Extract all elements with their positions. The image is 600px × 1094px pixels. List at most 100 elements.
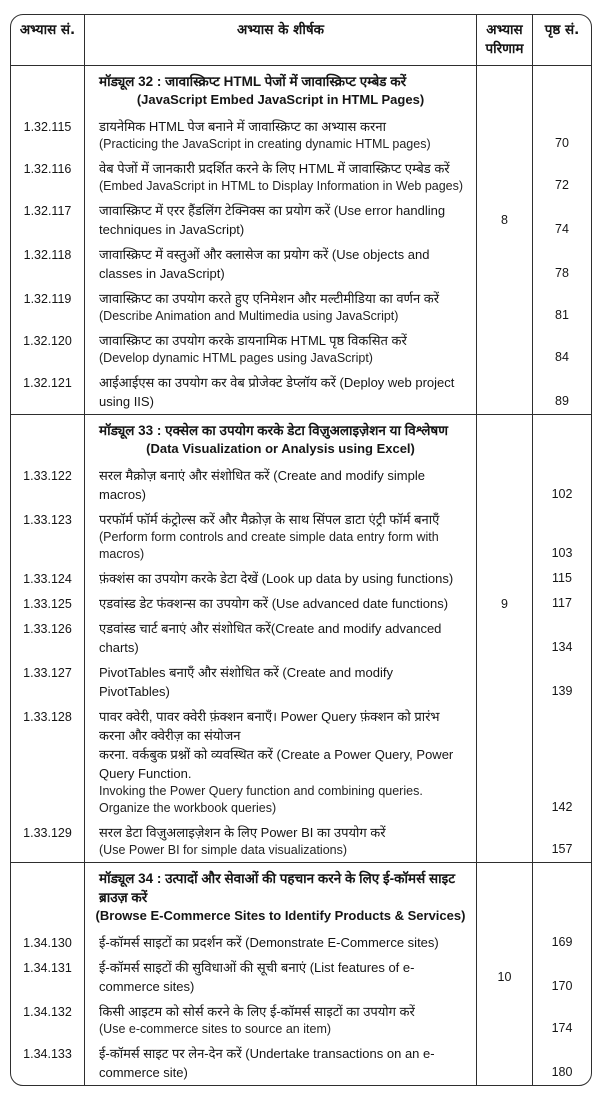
exercise-number: 1.32.119	[11, 286, 85, 328]
page-number: 180	[551, 1065, 573, 1079]
page-number: 174	[551, 1021, 573, 1035]
exercise-title-line-hindi: किसी आइटम को सोर्स करने के लिए ई-कॉमर्स …	[99, 1004, 415, 1019]
exercise-title-line-hindi: परफॉर्म फॉर्म कंट्रोल्स करें और मैक्रोज़…	[99, 512, 440, 527]
exercise-title: PivotTables बनाएँ और संशोधित करें (Creat…	[85, 660, 477, 704]
exercise-title-line-english: (Embed JavaScript in HTML to Display Inf…	[99, 179, 464, 193]
page-number: 169	[551, 935, 573, 949]
col-header-title: अभ्यास के शीर्षक	[85, 15, 477, 65]
module-header: मॉड्यूल 34 : उत्पादों और सेवाओं की पहचान…	[85, 863, 477, 930]
contents-table: अभ्यास सं. अभ्यास के शीर्षक अभ्यास परिणा…	[10, 14, 592, 1086]
outcome-value	[477, 156, 533, 198]
outcome-value	[477, 704, 533, 820]
exercise-title-line-hindi: PivotTables बनाएँ और संशोधित करें (Creat…	[99, 665, 393, 699]
col-header-page-no: पृष्ठ सं.	[544, 22, 580, 38]
page-number: 115	[552, 571, 572, 585]
exercise-title-line-hindi: जावास्क्रिप्ट का उपयोग करते हुए एनिमेशन …	[99, 291, 440, 306]
exercise-title: ई-कॉमर्स साइट पर लेन-देन करें (Undertake…	[85, 1041, 477, 1085]
exercise-title-line-english: (Use e-commerce sites to source an item)	[99, 1022, 332, 1036]
exercise-title: जावास्क्रिप्ट का उपयोग करके डायनामिक HTM…	[85, 328, 477, 370]
table-row: 1.32.115 डायनेमिक HTML पेज बनाने में जाव…	[11, 114, 591, 156]
exercise-title-line-english: (Use Power BI for simple data visualizat…	[99, 843, 348, 857]
outcome-value	[477, 999, 533, 1041]
module-32-section: मॉड्यूल 32 : जावास्क्रिप्ट HTML पेजों मे…	[11, 66, 591, 415]
module-34-section: मॉड्यूल 34 : उत्पादों और सेवाओं की पहचान…	[11, 863, 591, 1085]
exercise-title-line-hindi: जावास्क्रिप्ट का उपयोग करके डायनामिक HTM…	[99, 333, 407, 348]
table-header-row: अभ्यास सं. अभ्यास के शीर्षक अभ्यास परिणा…	[11, 15, 591, 66]
page-number: 117	[552, 596, 572, 610]
module-header: मॉड्यूल 32 : जावास्क्रिप्ट HTML पेजों मे…	[85, 66, 477, 114]
table-row: 1.32.120 जावास्क्रिप्ट का उपयोग करके डाय…	[11, 328, 591, 370]
exercise-title-line-hindi: वेब पेजों में जानकारी प्रदर्शित करने के …	[99, 161, 450, 176]
exercise-title-line-hindi: आईआईएस का उपयोग कर वेब प्रोजेक्ट डेप्लॉय…	[99, 375, 455, 409]
exercise-title-line-hindi: ई-कॉमर्स साइटों का प्रदर्शन करें (Demons…	[99, 935, 439, 950]
outcome-value	[477, 463, 533, 507]
exercise-number: 1.32.116	[11, 156, 85, 198]
outcome-value: 9	[477, 591, 533, 616]
col-header-outcome: अभ्यास परिणाम	[477, 15, 533, 65]
outcome-value	[477, 370, 533, 414]
module-header-row: मॉड्यूल 33 : एक्सेल का उपयोग करके डेटा व…	[11, 415, 591, 463]
page-number: 78	[555, 266, 569, 280]
exercise-title-line-hindi: ई-कॉमर्स साइटों की सुविधाओं की सूची बनाए…	[99, 960, 415, 994]
exercise-title-line-english: (Practicing the JavaScript in creating d…	[99, 137, 431, 151]
page-number: 89	[555, 394, 569, 408]
module-header: मॉड्यूल 33 : एक्सेल का उपयोग करके डेटा व…	[85, 415, 477, 463]
module-title-hindi: मॉड्यूल 32 : जावास्क्रिप्ट HTML पेजों मे…	[99, 74, 407, 89]
exercise-title: ई-कॉमर्स साइटों का प्रदर्शन करें (Demons…	[85, 930, 477, 955]
exercise-number: 1.33.126	[11, 616, 85, 660]
exercise-title: आईआईएस का उपयोग कर वेब प्रोजेक्ट डेप्लॉय…	[85, 370, 477, 414]
exercise-number: 1.32.117	[11, 198, 85, 242]
exercise-number: 1.32.118	[11, 242, 85, 286]
outcome-value: 8	[477, 198, 533, 242]
page-number: 84	[555, 350, 569, 364]
exercise-number: 1.34.131	[11, 955, 85, 999]
outcome-value	[477, 328, 533, 370]
outcome-value	[477, 242, 533, 286]
exercise-title-line-english: Invoking the Power Query function and co…	[99, 784, 423, 815]
module-title-english: (Browse E-Commerce Sites to Identify Pro…	[95, 908, 466, 923]
outcome-value	[477, 566, 533, 591]
exercise-title: परफॉर्म फॉर्म कंट्रोल्स करें और मैक्रोज़…	[85, 507, 477, 566]
table-row: 1.34.130 ई-कॉमर्स साइटों का प्रदर्शन करे…	[11, 930, 591, 955]
outcome-value	[477, 820, 533, 862]
outcome-value	[477, 507, 533, 566]
exercise-title-line-hindi: एडवांस्ड डेट फंक्शन्स का उपयोग करें (Use…	[99, 596, 449, 611]
exercise-title: वेब पेजों में जानकारी प्रदर्शित करने के …	[85, 156, 477, 198]
table-row: 1.33.123 परफॉर्म फॉर्म कंट्रोल्स करें और…	[11, 507, 591, 566]
exercise-title-line-hindi: पावर क्वेरी, पावर क्वेरी फ़ंक्शन बनाएँ। …	[99, 709, 440, 743]
outcome-value	[477, 660, 533, 704]
page-number: 142	[551, 800, 573, 814]
table-row: 1.33.127 PivotTables बनाएँ और संशोधित कर…	[11, 660, 591, 704]
table-row: 1.32.121 आईआईएस का उपयोग कर वेब प्रोजेक्…	[11, 370, 591, 414]
outcome-value	[477, 616, 533, 660]
outcome-value	[477, 930, 533, 955]
table-row: 1.33.125 एडवांस्ड डेट फंक्शन्स का उपयोग …	[11, 591, 591, 616]
page-number: 81	[555, 308, 569, 322]
exercise-title: पावर क्वेरी, पावर क्वेरी फ़ंक्शन बनाएँ। …	[85, 704, 477, 820]
outcome-value	[477, 114, 533, 156]
exercise-title-line-hindi: जावास्क्रिप्ट में वस्तुओं और क्लासेज का …	[99, 247, 430, 281]
page-number: 103	[551, 546, 573, 560]
module-header-row: मॉड्यूल 34 : उत्पादों और सेवाओं की पहचान…	[11, 863, 591, 930]
col-header-exercise-no: अभ्यास सं.	[11, 15, 85, 65]
table-row: 1.33.128 पावर क्वेरी, पावर क्वेरी फ़ंक्श…	[11, 704, 591, 820]
exercise-title-line-hindi: फ़ंक्शंस का उपयोग करके डेटा देखें (Look …	[99, 571, 454, 586]
exercise-title-line-hindi: सरल मैक्रोज़ बनाएं और संशोधित करें (Crea…	[99, 468, 425, 502]
table-row: 1.34.131 ई-कॉमर्स साइटों की सुविधाओं की …	[11, 955, 591, 999]
table-row: 1.32.118 जावास्क्रिप्ट में वस्तुओं और क्…	[11, 242, 591, 286]
exercise-title-line-hindi: जावास्क्रिप्ट में एरर हैंडलिंग टेक्निक्स…	[99, 203, 446, 237]
outcome-value: 10	[477, 955, 533, 999]
exercise-number: 1.32.115	[11, 114, 85, 156]
exercise-title-line-english: (Develop dynamic HTML pages using JavaSc…	[99, 351, 373, 365]
module-title-hindi: मॉड्यूल 34 : उत्पादों और सेवाओं की पहचान…	[99, 871, 456, 905]
exercise-title: एडवांस्ड डेट फंक्शन्स का उपयोग करें (Use…	[85, 591, 477, 616]
outcome-value	[477, 1041, 533, 1085]
module-title-hindi: मॉड्यूल 33 : एक्सेल का उपयोग करके डेटा व…	[99, 423, 448, 438]
exercise-number: 1.33.124	[11, 566, 85, 591]
exercise-number: 1.34.132	[11, 999, 85, 1041]
exercise-number: 1.34.133	[11, 1041, 85, 1085]
exercise-title: जावास्क्रिप्ट का उपयोग करते हुए एनिमेशन …	[85, 286, 477, 328]
exercise-title-line-hindi: डायनेमिक HTML पेज बनाने में जावास्क्रिप्…	[99, 119, 386, 134]
exercise-number: 1.33.128	[11, 704, 85, 820]
exercise-title-line-english: (Perform form controls and create simple…	[99, 530, 439, 561]
